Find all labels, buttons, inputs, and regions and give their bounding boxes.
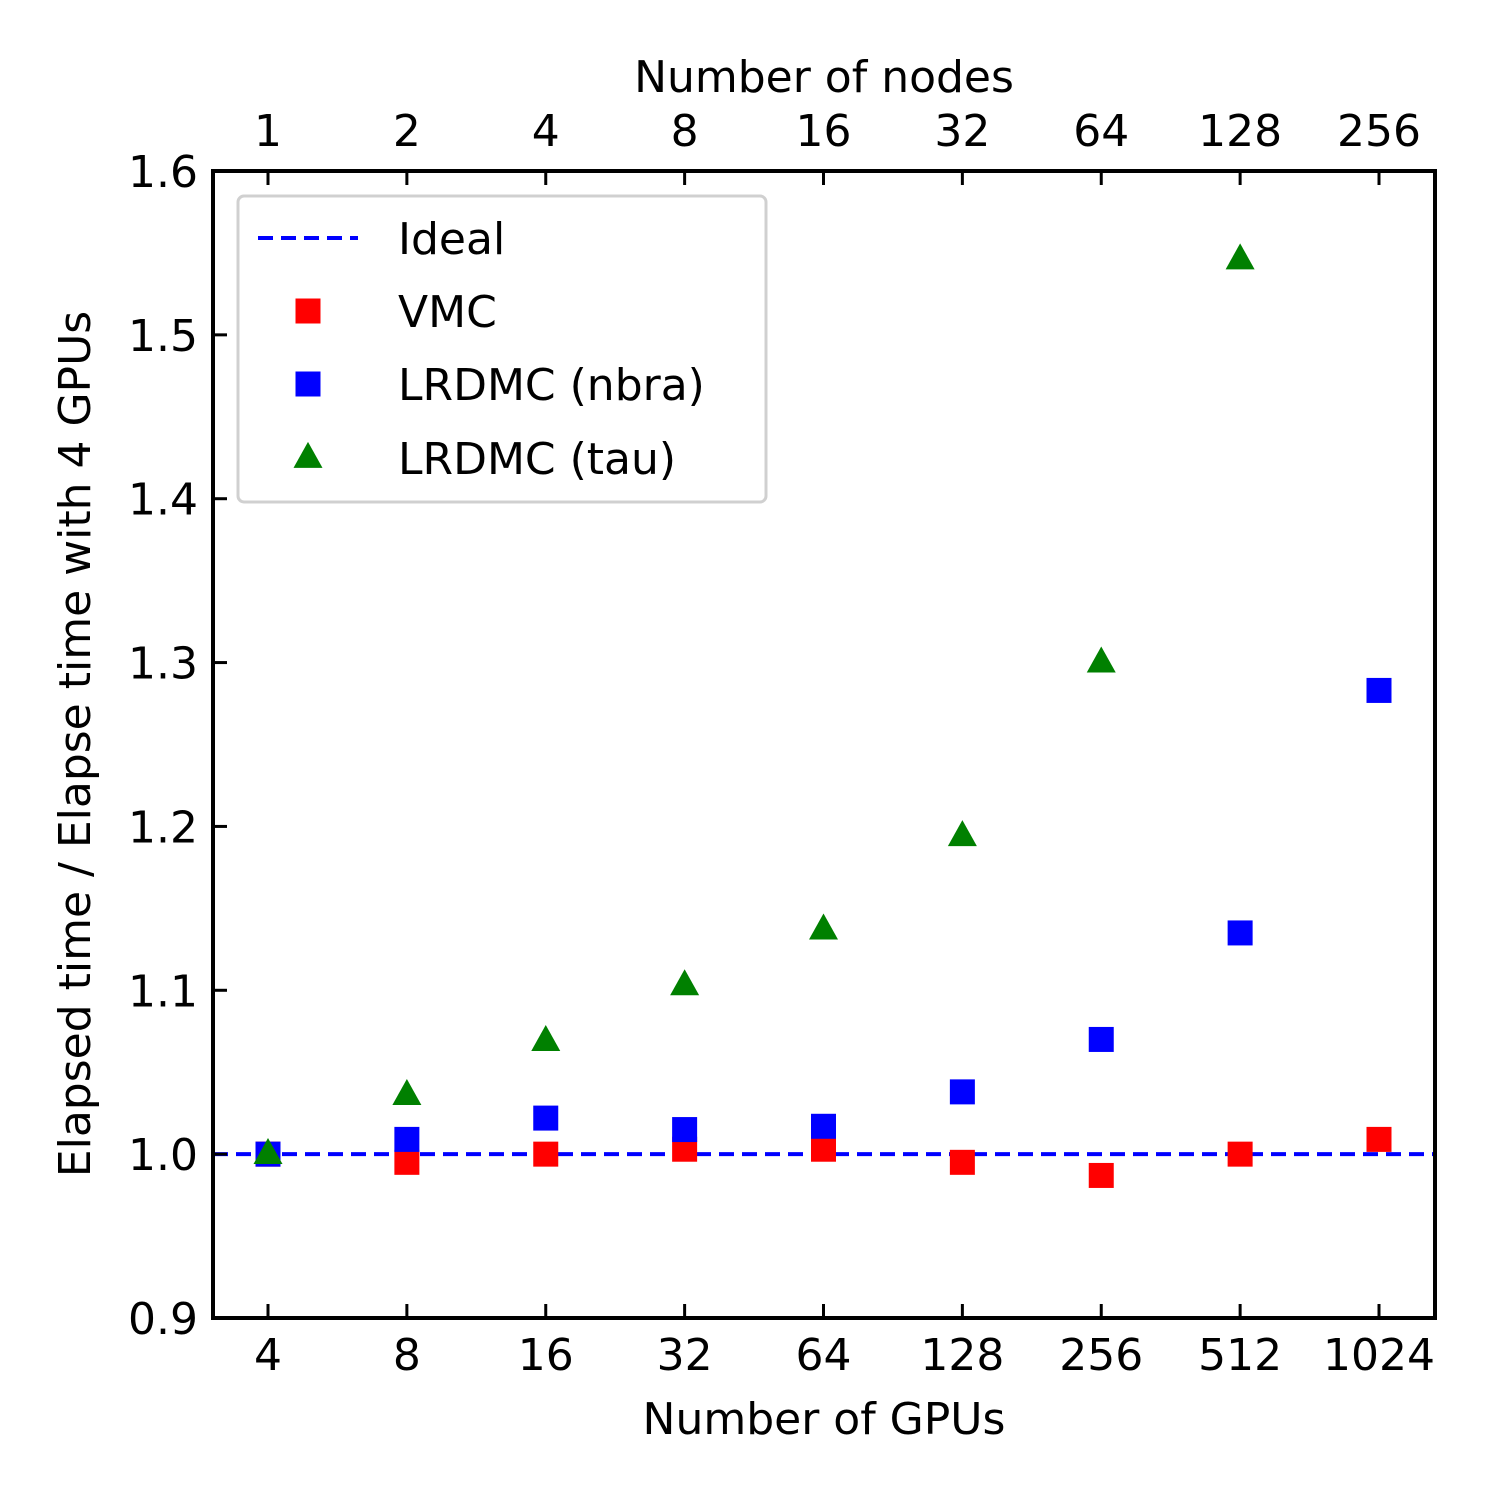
legend-ideal-label: Ideal (398, 214, 505, 265)
marker-vmc-1024 (1366, 1126, 1392, 1152)
marker-lrdmc-tau-8 (392, 1079, 422, 1106)
marker-lrdmc-nbra-128 (949, 1079, 975, 1105)
marker-lrdmc-nbra-512 (1227, 920, 1253, 946)
y-tick-label: 1.4 (128, 475, 198, 526)
top-x-axis-title: Number of nodes (634, 52, 1014, 103)
legend-vmc-label: VMC (398, 287, 497, 338)
x-tick-label: 32 (657, 1330, 713, 1381)
marker-vmc-64 (811, 1136, 836, 1162)
marker-lrdmc-tau-128 (947, 820, 977, 847)
plot-area (213, 243, 1435, 1188)
top-x-tick-label: 32 (934, 106, 990, 157)
y-tick-label: 1.3 (128, 639, 198, 690)
top-x-tick-label: 8 (671, 106, 699, 157)
legend-box (236, 194, 768, 504)
marker-vmc-8 (394, 1149, 420, 1175)
legend-lrdmc-nbra-label: LRDMC (nbra) (398, 360, 705, 411)
marker-vmc-256 (1088, 1162, 1114, 1188)
top-x-tick-label: 64 (1073, 106, 1129, 157)
marker-lrdmc-nbra-16 (533, 1105, 559, 1131)
y-tick-label: 1.1 (128, 966, 198, 1017)
marker-vmc-128 (949, 1149, 975, 1175)
marker-lrdmc-tau-4 (253, 1138, 283, 1165)
marker-vmc-16 (533, 1141, 559, 1167)
marker-lrdmc-nbra-256 (1088, 1026, 1114, 1052)
y-tick-label: 1.2 (128, 802, 198, 853)
legend-lrdmc-tau-swatch (293, 441, 323, 468)
top-x-tick-label: 16 (796, 106, 852, 157)
top-x-tick-label: 4 (532, 106, 560, 157)
marker-lrdmc-nbra-32 (672, 1117, 698, 1143)
axes: 4 1 8 2 16 4 32 8 64 16 128 32 256 64 512 128 1024 256 0.9… (128, 106, 1437, 1381)
y-tick-label: 1.5 (128, 311, 198, 362)
marker-lrdmc-nbra-8 (394, 1126, 420, 1152)
marker-lrdmc-tau-16 (531, 1024, 561, 1051)
marker-lrdmc-nbra-64 (811, 1113, 836, 1139)
marker-lrdmc-tau-64 (809, 913, 838, 940)
legend-lrdmc-tau-label: LRDMC (tau) (398, 434, 676, 485)
legend-lrdmc-nbra-swatch (295, 371, 321, 397)
top-x-tick-label: 256 (1337, 106, 1421, 157)
x-tick-label: 16 (518, 1330, 574, 1381)
marker-lrdmc-nbra-1024 (1366, 677, 1392, 703)
x-tick-label: 256 (1059, 1330, 1143, 1381)
marker-lrdmc-tau-256 (1086, 646, 1116, 673)
top-x-tick-label: 1 (254, 106, 282, 157)
x-tick-label: 4 (254, 1330, 282, 1381)
legend: Ideal VMC LRDMC (nbra) LRDMC (tau) (236, 194, 768, 504)
y-axis-title: Elapsed time / Elapse time with 4 GPUs (50, 311, 101, 1177)
marker-lrdmc-tau-32 (670, 969, 700, 996)
x-tick-label: 64 (796, 1330, 852, 1381)
marker-lrdmc-tau-512 (1225, 243, 1255, 270)
legend-vmc-swatch (295, 298, 321, 324)
x-tick-label: 1024 (1323, 1330, 1435, 1381)
x-tick-label: 128 (920, 1330, 1004, 1381)
y-tick-label: 1.0 (128, 1130, 198, 1181)
y-tick-label: 1.6 (128, 147, 198, 198)
x-tick-label: 512 (1198, 1330, 1282, 1381)
x-axis-title: Number of GPUs (643, 1394, 1006, 1445)
x-tick-label: 8 (393, 1330, 421, 1381)
top-x-tick-label: 128 (1198, 106, 1282, 157)
top-x-tick-label: 2 (393, 106, 421, 157)
y-tick-label: 0.9 (128, 1294, 198, 1345)
marker-vmc-512 (1227, 1141, 1253, 1167)
